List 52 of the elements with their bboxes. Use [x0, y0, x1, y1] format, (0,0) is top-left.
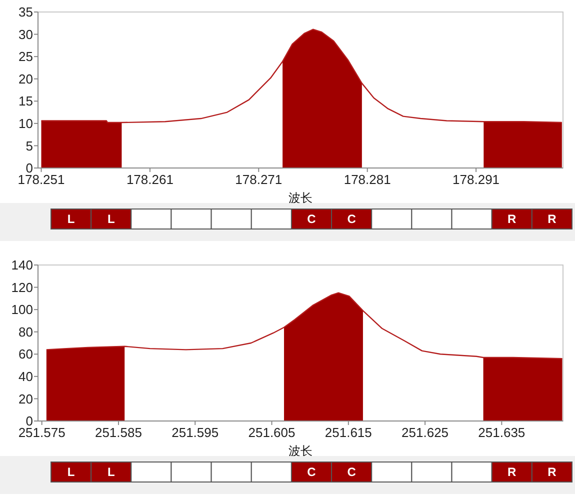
x-tick-label: 178.291 — [452, 172, 500, 187]
y-tick-label: 15 — [18, 94, 33, 109]
category-label: R — [508, 465, 517, 480]
cell-box: L — [50, 462, 92, 482]
x-tick-label: 251.635 — [478, 425, 526, 440]
y-tick-label: 60 — [18, 346, 33, 362]
category-label: C — [347, 212, 356, 226]
y-tick-label: 140 — [11, 258, 33, 273]
x-tick-label: 251.585 — [94, 425, 142, 440]
cell-box: L — [90, 208, 132, 230]
category-label: L — [107, 212, 115, 226]
line-series — [40, 28, 563, 124]
y-tick-label: 100 — [11, 302, 33, 318]
category-label: L — [107, 465, 115, 480]
category-label: C — [347, 465, 356, 480]
line-series — [46, 292, 563, 360]
y-tick-label: 35 — [18, 4, 33, 20]
x-tick-label: 251.605 — [248, 425, 296, 440]
category-label: L — [67, 212, 75, 226]
x-axis-title: 波长 — [288, 444, 312, 458]
y-tick-label: 40 — [18, 368, 33, 384]
y-tick-label: 25 — [18, 49, 33, 64]
y-tick-label: 80 — [18, 324, 33, 340]
x-tick-label: 251.625 — [402, 425, 449, 440]
y-tick-label: 10 — [18, 116, 33, 131]
cell-box: C — [331, 462, 372, 482]
cell-box: R — [491, 462, 532, 482]
category-label: R — [548, 465, 557, 480]
category-label: C — [307, 212, 316, 226]
cell-box: C — [290, 208, 332, 230]
y-tick-label: 30 — [18, 26, 33, 42]
cell-box: R — [531, 208, 572, 230]
cell-box: L — [90, 462, 132, 482]
category-label: C — [307, 465, 316, 480]
x-tick-label: 251.615 — [324, 425, 372, 440]
y-tick-label: 5 — [26, 138, 33, 154]
x-tick-label: 251.595 — [172, 425, 219, 440]
y-tick-label: 20 — [18, 391, 33, 406]
cell-box: C — [331, 208, 372, 230]
x-tick-label: 178.271 — [235, 172, 282, 187]
x-tick-label: 178.261 — [126, 172, 174, 187]
y-tick-label: 20 — [18, 71, 33, 86]
cell-box: R — [531, 462, 572, 482]
y-tick-label: 120 — [11, 280, 33, 295]
category-label: R — [548, 212, 557, 226]
x-axis-title: 波长 — [288, 191, 312, 205]
category-label: R — [508, 212, 517, 226]
cell-box: R — [491, 208, 532, 230]
cell-box: C — [290, 462, 332, 482]
cell-box: L — [50, 208, 92, 230]
category-label: L — [67, 465, 75, 480]
x-tick-label: 178.281 — [344, 172, 391, 187]
